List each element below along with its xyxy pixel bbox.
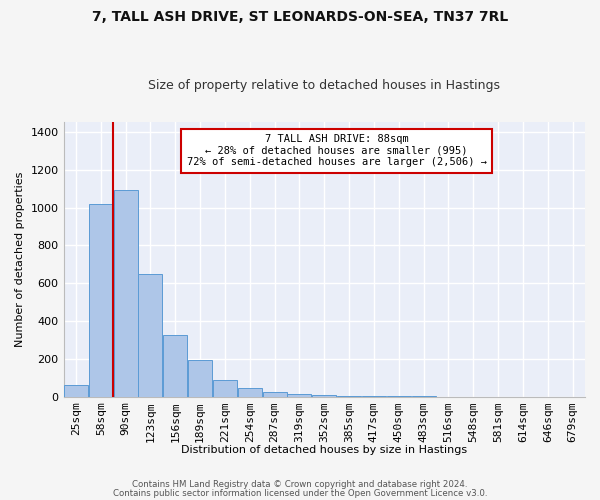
Bar	[287, 394, 311, 397]
Text: 7 TALL ASH DRIVE: 88sqm
← 28% of detached houses are smaller (995)
72% of semi-d: 7 TALL ASH DRIVE: 88sqm ← 28% of detache…	[187, 134, 487, 168]
Bar	[188, 360, 212, 397]
Bar	[312, 394, 337, 397]
Y-axis label: Number of detached properties: Number of detached properties	[15, 172, 25, 348]
Bar	[64, 384, 88, 397]
Bar	[362, 396, 386, 397]
Text: Contains public sector information licensed under the Open Government Licence v3: Contains public sector information licen…	[113, 489, 487, 498]
Bar	[213, 380, 237, 397]
Text: Contains HM Land Registry data © Crown copyright and database right 2024.: Contains HM Land Registry data © Crown c…	[132, 480, 468, 489]
Text: 7, TALL ASH DRIVE, ST LEONARDS-ON-SEA, TN37 7RL: 7, TALL ASH DRIVE, ST LEONARDS-ON-SEA, T…	[92, 10, 508, 24]
Bar	[89, 204, 113, 397]
X-axis label: Distribution of detached houses by size in Hastings: Distribution of detached houses by size …	[181, 445, 467, 455]
Bar	[337, 396, 361, 397]
Bar	[139, 274, 163, 397]
Bar	[238, 388, 262, 397]
Bar	[263, 392, 287, 397]
Title: Size of property relative to detached houses in Hastings: Size of property relative to detached ho…	[148, 79, 500, 92]
Bar	[113, 190, 137, 397]
Bar	[163, 336, 187, 397]
